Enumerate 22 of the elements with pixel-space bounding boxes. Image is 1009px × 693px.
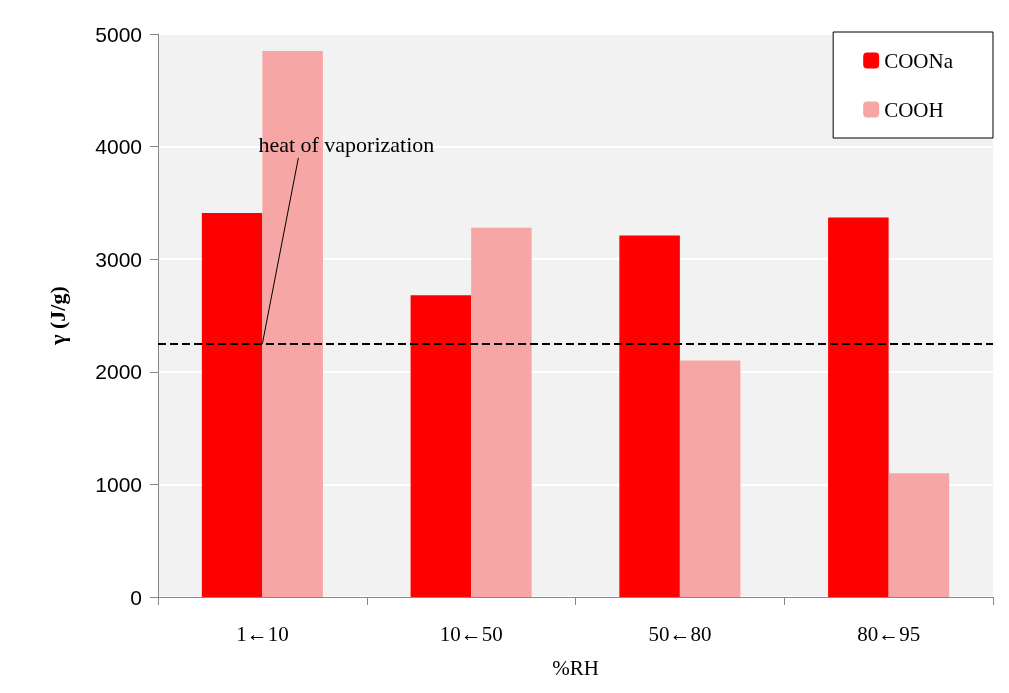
y-axis-title: γ (J/g) <box>44 286 70 346</box>
x-tick-label: 80←95 <box>857 621 921 646</box>
legend-label: COOH <box>884 97 944 122</box>
y-tick-label: 3000 <box>95 247 142 271</box>
x-tick-label: 1←10 <box>236 621 289 646</box>
x-tick-label: 10←50 <box>439 621 503 646</box>
y-tick-label: 2000 <box>95 360 142 384</box>
y-tick-label: 4000 <box>95 135 142 159</box>
bar <box>828 217 889 597</box>
annotation: heat of vaporization <box>258 131 435 157</box>
x-tick-label: 50←80 <box>648 621 712 646</box>
y-tick-label: 0 <box>130 585 142 609</box>
legend-label: COONa <box>884 48 954 73</box>
bar <box>679 360 741 597</box>
bar <box>888 473 950 597</box>
x-axis-title: %RH <box>552 655 599 680</box>
y-tick-label: 5000 <box>95 22 142 46</box>
bar <box>619 235 680 597</box>
bar <box>471 227 532 597</box>
bar <box>201 213 263 597</box>
bar <box>410 295 472 597</box>
y-tick-label: 1000 <box>95 472 142 496</box>
